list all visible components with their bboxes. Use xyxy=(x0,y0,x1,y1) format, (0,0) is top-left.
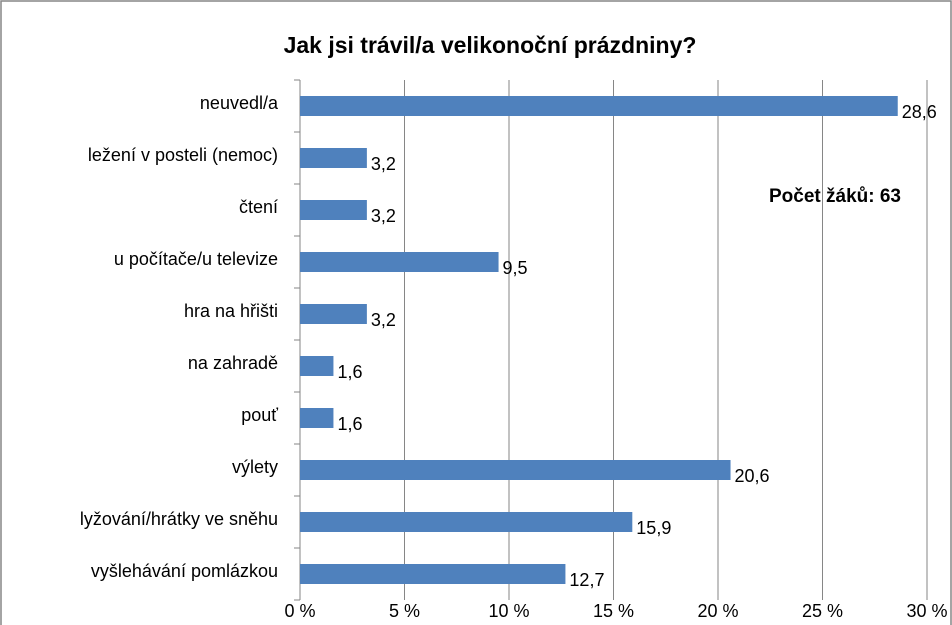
data-label: 20,6 xyxy=(735,466,770,486)
bar xyxy=(300,564,566,584)
bar xyxy=(300,304,367,324)
y-tick-label: u počítače/u televize xyxy=(114,249,278,269)
y-tick-label: lyžování/hrátky ve sněhu xyxy=(80,509,278,529)
data-label: 9,5 xyxy=(503,258,528,278)
bar xyxy=(300,460,731,480)
data-label: 15,9 xyxy=(636,518,671,538)
data-label: 1,6 xyxy=(337,414,362,434)
x-tick-label: 25 % xyxy=(802,601,843,621)
data-label: 3,2 xyxy=(371,154,396,174)
x-tick-label: 30 % xyxy=(906,601,947,621)
bar xyxy=(300,408,334,428)
bar xyxy=(300,200,367,220)
chart-title: Jak jsi trávil/a velikonoční prázdniny? xyxy=(284,32,697,58)
x-tick-label: 15 % xyxy=(593,601,634,621)
y-tick-label: ležení v posteli (nemoc) xyxy=(88,145,278,165)
y-tick-label: čtení xyxy=(239,197,278,217)
data-label: 3,2 xyxy=(371,206,396,226)
data-label: 12,7 xyxy=(569,570,604,590)
bar xyxy=(300,356,334,376)
x-tick-label: 0 % xyxy=(284,601,315,621)
y-tick-label: vyšlehávání pomlázkou xyxy=(91,561,278,581)
bar xyxy=(300,512,633,532)
data-label: 3,2 xyxy=(371,310,396,330)
bar xyxy=(300,96,898,116)
y-tick-label: pouť xyxy=(241,405,278,425)
y-tick-label: výlety xyxy=(232,457,278,477)
bar xyxy=(300,148,367,168)
data-label: 28,6 xyxy=(902,102,937,122)
bar xyxy=(300,252,499,272)
annotation: Počet žáků: 63 xyxy=(769,186,901,207)
x-tick-label: 10 % xyxy=(488,601,529,621)
y-tick-label: neuvedl/a xyxy=(200,93,279,113)
data-label: 1,6 xyxy=(337,362,362,382)
x-tick-label: 20 % xyxy=(697,601,738,621)
y-tick-label: hra na hřišti xyxy=(184,301,278,321)
x-tick-label: 5 % xyxy=(389,601,420,621)
y-tick-label: na zahradě xyxy=(188,353,278,373)
